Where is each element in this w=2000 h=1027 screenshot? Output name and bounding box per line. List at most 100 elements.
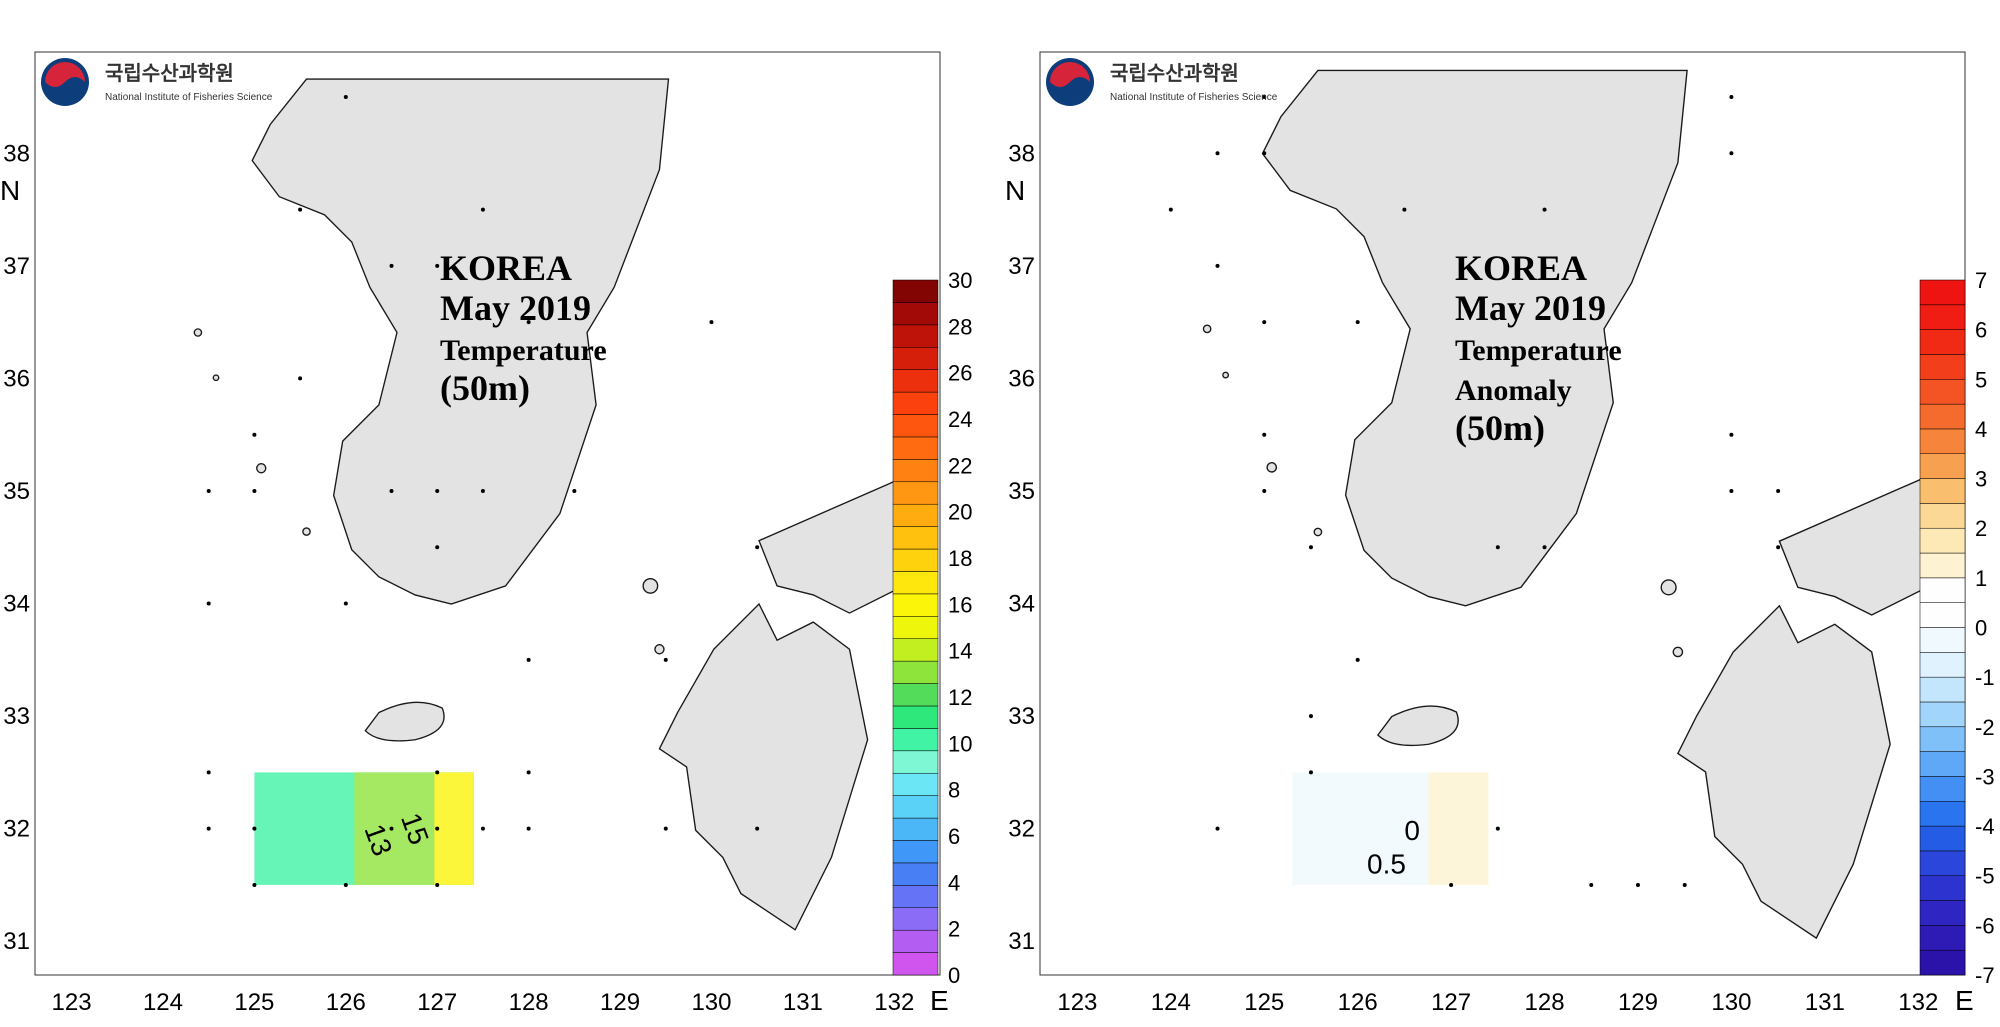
station-point (298, 376, 302, 380)
colorbar-segment (1920, 503, 1965, 528)
station-point (207, 602, 211, 606)
title-line: Anomaly (1455, 374, 1572, 407)
station-point (390, 489, 394, 493)
station-point (1309, 770, 1313, 774)
colorbar-tick: -4 (1975, 814, 1995, 839)
station-point (207, 489, 211, 493)
colorbar-segment (1920, 603, 1965, 628)
colorbar-segment (893, 773, 938, 795)
title-line: KOREA (440, 248, 572, 288)
colorbar-segment (1920, 305, 1965, 330)
colorbar-tick: 7 (1975, 268, 1987, 293)
colorbar-segment (893, 728, 938, 750)
x-tick-label: 129 (1618, 989, 1658, 1016)
colorbar-segment (893, 571, 938, 593)
y-tick-label: 33 (1008, 703, 1035, 730)
station-point (435, 545, 439, 549)
station-point (1589, 883, 1593, 887)
y-tick-label: 33 (3, 703, 30, 730)
x-tick-label: 132 (1898, 989, 1938, 1016)
station-point (481, 208, 485, 212)
logo-korean: 국립수산과학원 (1110, 61, 1239, 85)
colorbar-segment (1920, 727, 1965, 752)
station-point (1496, 545, 1500, 549)
colorbar-segment (1920, 404, 1965, 429)
station-point (572, 489, 576, 493)
title-line: Temperature (1455, 334, 1622, 367)
title-line: KOREA (1455, 248, 1587, 288)
station-point (527, 658, 531, 662)
colorbar-segment (893, 549, 938, 571)
colorbar-segment (1920, 851, 1965, 876)
x-tick-label: 123 (52, 989, 92, 1016)
colorbar-tick: 14 (948, 639, 972, 664)
colorbar-segment (1920, 379, 1965, 404)
x-tick-label: 123 (1057, 989, 1097, 1016)
colorbar-segment (1920, 330, 1965, 355)
colorbar-segment (893, 459, 938, 481)
station-point (252, 827, 256, 831)
y-tick-label: 35 (1008, 478, 1035, 505)
station-point (1449, 883, 1453, 887)
colorbar-segment (1920, 553, 1965, 578)
station-point (344, 95, 348, 99)
colorbar-tick: -3 (1975, 764, 1995, 789)
station-point (344, 602, 348, 606)
x-tick-label: 131 (1805, 989, 1845, 1016)
colorbar-segment (893, 347, 938, 369)
colorbar-segment (893, 639, 938, 661)
map-panel-temperature: 1315KOREAMay 2019Temperature(50m)국립수산과학원… (0, 52, 972, 1016)
colorbar-segment (893, 616, 938, 638)
station-point (1356, 658, 1360, 662)
station-point (1543, 208, 1547, 212)
station-point (1262, 489, 1266, 493)
station-point (1309, 714, 1313, 718)
contour-label: 0.5 (1367, 849, 1406, 880)
colorbar-segment (893, 370, 938, 392)
colorbar-segment (893, 908, 938, 930)
station-point (435, 827, 439, 831)
colorbar-tick: 30 (948, 268, 972, 293)
station-point (1216, 827, 1220, 831)
title-line: (50m) (440, 368, 530, 408)
station-point (481, 827, 485, 831)
colorbar-tick: 3 (1975, 467, 1987, 492)
colorbar-tick: 6 (1975, 318, 1987, 343)
colorbar-segment (1920, 528, 1965, 553)
colorbar-tick: 0 (948, 963, 960, 988)
station-point (1543, 545, 1547, 549)
colorbar-tick: 16 (948, 592, 972, 617)
colorbar-segment (893, 706, 938, 728)
logo-korean: 국립수산과학원 (105, 61, 234, 85)
x-tick-label: 127 (1431, 989, 1471, 1016)
x-tick-label: 131 (783, 989, 823, 1016)
station-point (298, 208, 302, 212)
title-line: May 2019 (1455, 288, 1606, 328)
y-tick-label: 36 (1008, 365, 1035, 392)
station-point (1636, 883, 1640, 887)
colorbar-tick: 10 (948, 731, 972, 756)
station-point (1496, 827, 1500, 831)
colorbar-segment (893, 930, 938, 952)
x-tick-label: 129 (600, 989, 640, 1016)
colorbar-tick: -2 (1975, 715, 1995, 740)
colorbar-segment (893, 796, 938, 818)
station-point (755, 545, 759, 549)
station-point (1216, 264, 1220, 268)
colorbar-tick: -6 (1975, 913, 1995, 938)
station-point (344, 883, 348, 887)
colorbar-segment (1920, 752, 1965, 777)
y-unit: N (1005, 175, 1025, 206)
colorbar-segment (1920, 950, 1965, 975)
colorbar-segment (1920, 578, 1965, 603)
y-tick-label: 38 (3, 140, 30, 167)
title-line: May 2019 (440, 288, 591, 328)
x-tick-label: 124 (1151, 989, 1191, 1016)
colorbar-segment (893, 840, 938, 862)
colorbar-segment (893, 325, 938, 347)
colorbar-tick: 4 (948, 870, 960, 895)
colorbar-segment (1920, 876, 1965, 901)
colorbar-tick: -1 (1975, 665, 1995, 690)
colorbar-segment (1920, 354, 1965, 379)
map-panel-anomaly: 00.5KOREAMay 2019TemperatureAnomaly(50m)… (1005, 52, 1995, 1016)
